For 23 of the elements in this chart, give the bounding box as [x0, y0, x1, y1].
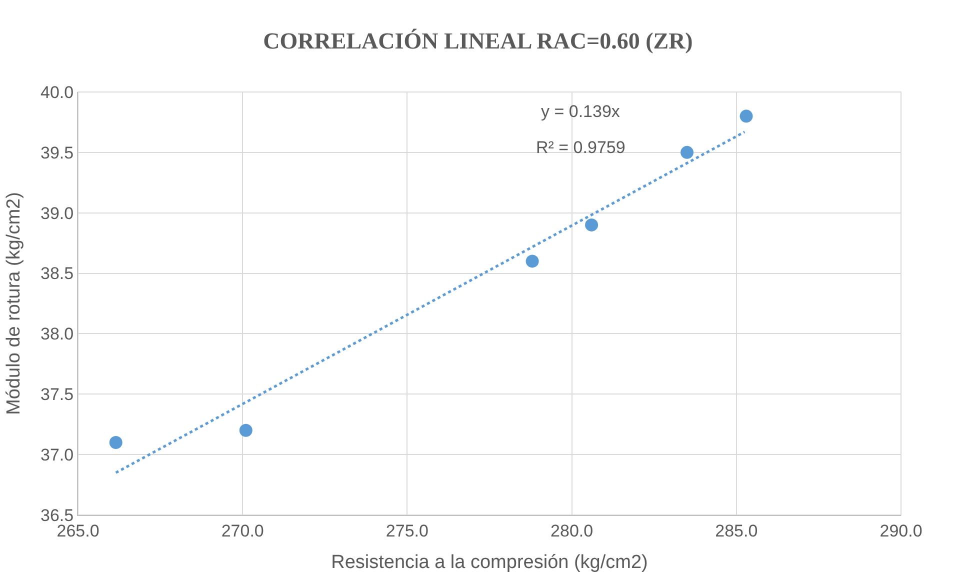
- x-tick-label: 275.0: [386, 521, 428, 540]
- point: [239, 424, 252, 437]
- point: [526, 254, 539, 268]
- y-tick-label: 39.0: [40, 204, 74, 223]
- x-tick-label: 280.0: [550, 521, 594, 540]
- x-tick-label: 290.0: [880, 521, 922, 540]
- point: [585, 218, 598, 232]
- y-tick-label: 40.0: [40, 82, 74, 102]
- annotation: R² = 0.9759: [536, 138, 626, 157]
- x-tick-label: 285.0: [715, 521, 758, 540]
- y-axis-title: Módulo de rotura (kg/cm2): [3, 192, 24, 415]
- point: [680, 146, 694, 159]
- point: [740, 110, 753, 123]
- y-tick-label: 37.0: [40, 446, 74, 465]
- point: [109, 436, 122, 449]
- chart-title: CORRELACIÓN LINEAL RAC=0.60 (ZR): [263, 28, 693, 54]
- y-tick-label: 39.5: [40, 143, 74, 162]
- x-axis-title: Resistencia a la compresión (kg/cm2): [331, 552, 648, 574]
- x-tick-label: 270.0: [221, 521, 264, 540]
- y-tick-label: 38.0: [40, 324, 74, 344]
- y-tick-label: 37.5: [40, 385, 74, 404]
- annotation: y = 0.139x: [541, 102, 620, 121]
- y-tick-label: 38.5: [40, 264, 74, 284]
